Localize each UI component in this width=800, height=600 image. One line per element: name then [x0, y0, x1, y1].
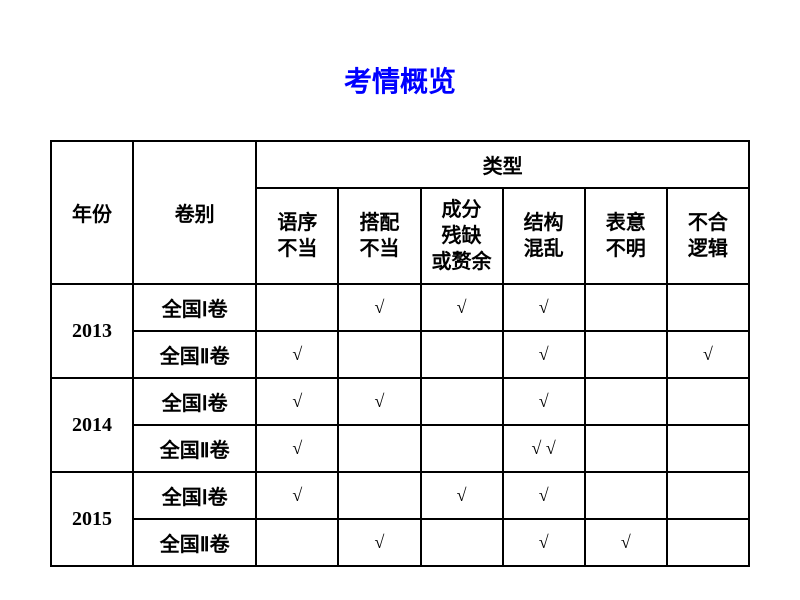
table-row: 全国Ⅱ卷 √ √ √ [51, 331, 749, 378]
check-cell [585, 425, 667, 472]
check-cell: √ [503, 284, 585, 331]
check-cell: √ [338, 378, 420, 425]
check-cell: √ [503, 378, 585, 425]
col-header-5: 不合 逻辑 [667, 188, 749, 284]
col-header-0: 语序 不当 [256, 188, 338, 284]
table-row: 2014 全国Ⅰ卷 √ √ √ [51, 378, 749, 425]
paper-cell: 全国Ⅱ卷 [133, 425, 256, 472]
paper-cell: 全国Ⅰ卷 [133, 378, 256, 425]
header-paper: 卷别 [133, 141, 256, 284]
paper-cell: 全国Ⅰ卷 [133, 284, 256, 331]
check-cell: √ [256, 378, 338, 425]
check-cell: √ [503, 519, 585, 566]
page-title: 考情概览 [344, 60, 456, 100]
check-cell [256, 284, 338, 331]
check-cell [667, 472, 749, 519]
header-row-1: 年份 卷别 类型 [51, 141, 749, 188]
check-cell: √ [338, 284, 420, 331]
check-cell [421, 378, 503, 425]
check-cell: √ [256, 331, 338, 378]
check-cell: √ [421, 472, 503, 519]
check-cell: √ [256, 425, 338, 472]
table-row: 全国Ⅱ卷 √ √ √ [51, 425, 749, 472]
check-cell [338, 472, 420, 519]
check-cell [585, 331, 667, 378]
table-row: 2013 全国Ⅰ卷 √ √ √ [51, 284, 749, 331]
check-cell [421, 331, 503, 378]
table-row: 全国Ⅱ卷 √ √ √ [51, 519, 749, 566]
check-cell: √ [667, 331, 749, 378]
check-cell: √ [256, 472, 338, 519]
check-cell: √ [503, 331, 585, 378]
col-header-2: 成分 残缺 或赘余 [421, 188, 503, 284]
check-cell: √ [585, 519, 667, 566]
paper-cell: 全国Ⅱ卷 [133, 519, 256, 566]
check-cell [585, 472, 667, 519]
paper-cell: 全国Ⅰ卷 [133, 472, 256, 519]
check-cell [667, 378, 749, 425]
year-cell: 2015 [51, 472, 133, 566]
paper-cell: 全国Ⅱ卷 [133, 331, 256, 378]
check-cell: √ √ [503, 425, 585, 472]
check-cell [421, 519, 503, 566]
col-header-3: 结构 混乱 [503, 188, 585, 284]
check-cell [256, 519, 338, 566]
year-cell: 2014 [51, 378, 133, 472]
check-cell [667, 425, 749, 472]
check-cell: √ [338, 519, 420, 566]
check-cell [585, 378, 667, 425]
check-cell [667, 519, 749, 566]
header-year: 年份 [51, 141, 133, 284]
col-header-4: 表意 不明 [585, 188, 667, 284]
check-cell [667, 284, 749, 331]
check-cell [585, 284, 667, 331]
check-cell [421, 425, 503, 472]
check-cell: √ [421, 284, 503, 331]
exam-overview-table: 年份 卷别 类型 语序 不当 搭配 不当 成分 残缺 或赘余 结构 混乱 表意 … [50, 140, 750, 567]
header-type: 类型 [256, 141, 749, 188]
table-row: 2015 全国Ⅰ卷 √ √ √ [51, 472, 749, 519]
check-cell: √ [503, 472, 585, 519]
check-cell [338, 425, 420, 472]
check-cell [338, 331, 420, 378]
col-header-1: 搭配 不当 [338, 188, 420, 284]
year-cell: 2013 [51, 284, 133, 378]
